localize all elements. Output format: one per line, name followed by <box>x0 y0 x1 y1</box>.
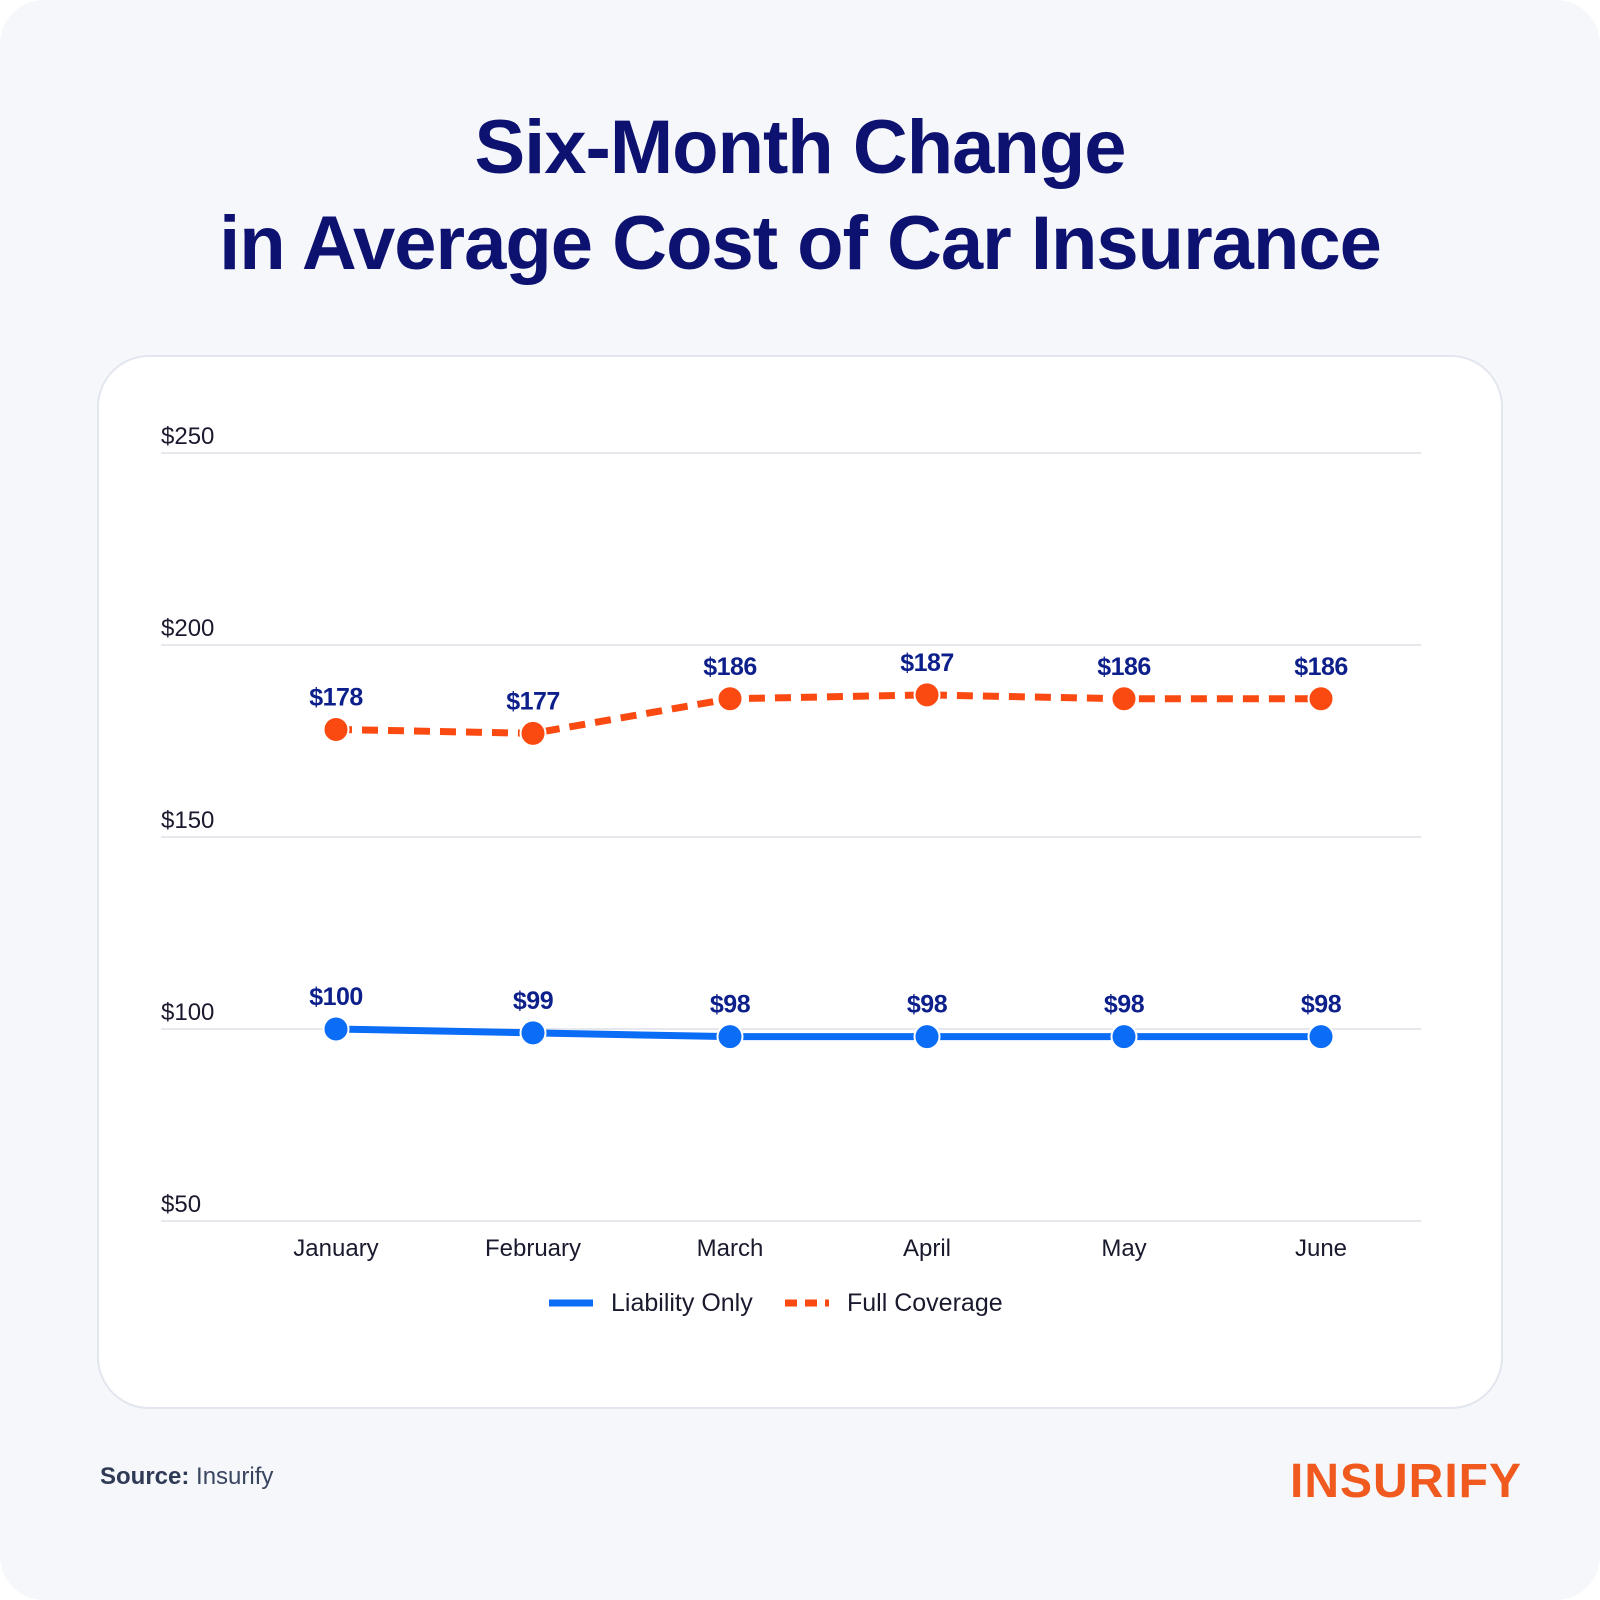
data-label: $186 <box>1294 653 1348 681</box>
chart-title: Six-Month Change in Average Cost of Car … <box>0 100 1600 292</box>
data-point <box>519 1019 547 1047</box>
data-label: $98 <box>1104 991 1145 1019</box>
data-label: $98 <box>710 991 751 1019</box>
source-label: Source: <box>100 1463 190 1490</box>
line-chart: $50 $100 $150 $200 $250 January February March A… <box>161 423 1421 1317</box>
title-line-2: in Average Cost of Car Insurance <box>219 201 1382 286</box>
data-label: $186 <box>703 653 757 681</box>
x-tick-label: May <box>1101 1235 1146 1262</box>
data-point <box>716 685 744 713</box>
data-point <box>1307 685 1335 713</box>
source-value: Insurify <box>196 1463 274 1490</box>
data-point <box>913 681 941 709</box>
x-tick-label: March <box>697 1235 764 1262</box>
data-point <box>913 1023 941 1051</box>
y-tick-label: $150 <box>161 807 214 834</box>
x-tick-label: January <box>293 1235 378 1262</box>
title-line-1: Six-Month Change <box>474 105 1126 190</box>
y-tick-label: $250 <box>161 423 214 450</box>
data-label: $100 <box>309 983 363 1011</box>
data-point <box>1307 1023 1335 1051</box>
y-tick-label: $50 <box>161 1191 201 1218</box>
x-tick-label: June <box>1295 1235 1347 1262</box>
data-label: $187 <box>900 649 954 677</box>
data-point <box>322 715 350 743</box>
series-line-full-coverage <box>335 691 1321 737</box>
data-point <box>519 719 547 747</box>
legend-label: Full Coverage <box>847 1289 1003 1317</box>
x-tick-label: February <box>485 1235 581 1262</box>
data-point <box>1110 685 1138 713</box>
y-tick-label: $100 <box>161 999 214 1026</box>
data-label: $99 <box>513 987 553 1015</box>
data-point <box>322 1015 350 1043</box>
source-note: Source: Insurify <box>100 1463 273 1491</box>
chart-card: $50 $100 $150 $200 $250 January February March A… <box>97 355 1503 1409</box>
series-line-liability-only <box>335 1025 1321 1041</box>
data-point <box>716 1023 744 1051</box>
legend-label: Liability Only <box>611 1289 753 1317</box>
data-point <box>1110 1023 1138 1051</box>
y-tick-label: $200 <box>161 615 214 642</box>
data-label: $186 <box>1097 653 1151 681</box>
x-tick-label: April <box>903 1235 951 1262</box>
insurify-logo: INSURIFY <box>1290 1455 1523 1508</box>
data-label: $178 <box>309 683 363 711</box>
data-label: $98 <box>1301 991 1342 1019</box>
data-label: $98 <box>907 991 948 1019</box>
data-label: $177 <box>506 687 560 715</box>
